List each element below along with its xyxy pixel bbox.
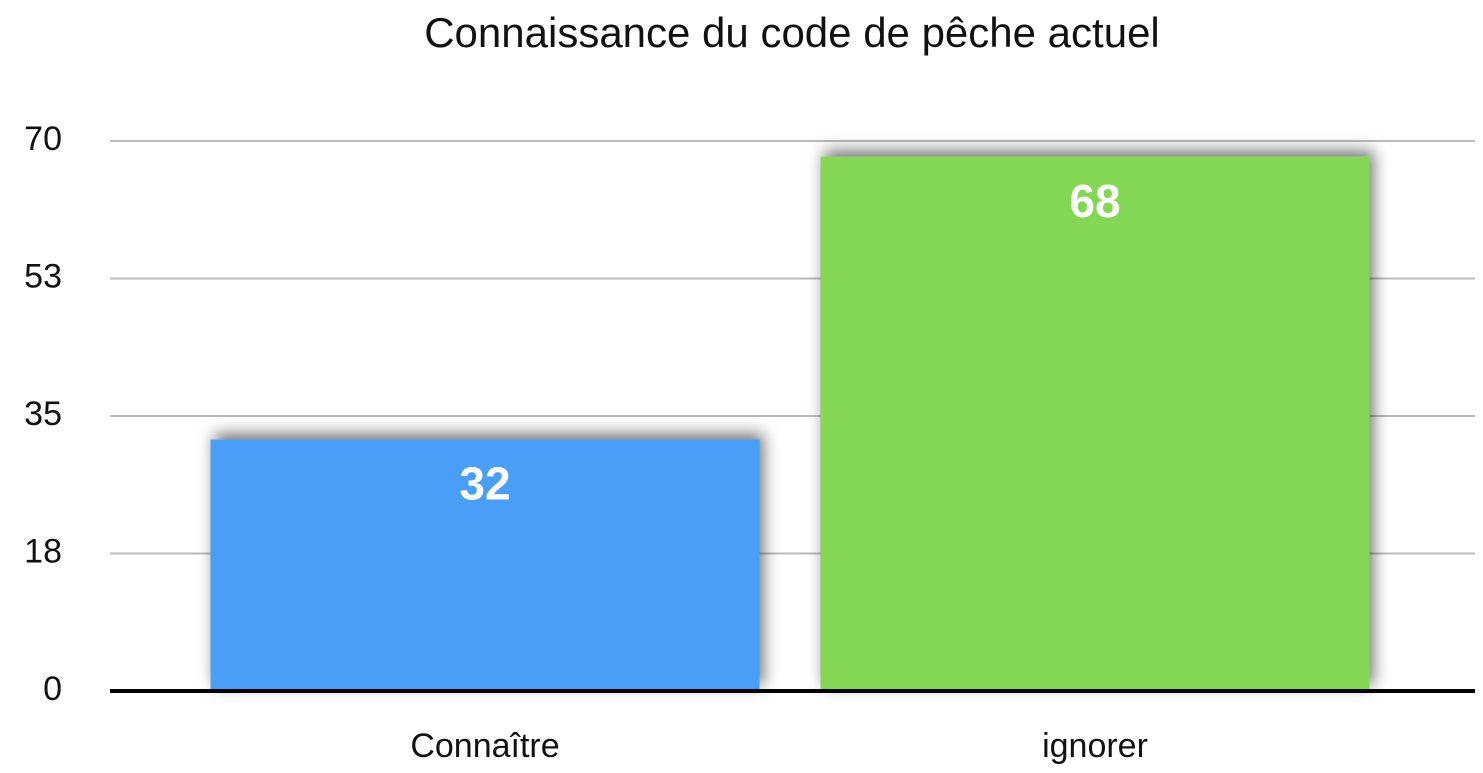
y-tick-label: 70	[24, 120, 62, 158]
x-tick-label: ignorer	[1042, 727, 1148, 765]
y-tick-label: 18	[24, 532, 62, 570]
x-tick-label: Connaître	[410, 727, 559, 765]
value-label: 68	[1069, 175, 1120, 227]
value-label: 32	[459, 458, 510, 510]
y-tick-label: 0	[43, 670, 62, 708]
y-tick-label: 35	[24, 395, 62, 433]
chart-title: Connaissance du code de pêche actuel	[424, 9, 1160, 56]
bar	[210, 439, 760, 691]
y-tick-label: 53	[24, 257, 62, 295]
bar	[820, 156, 1370, 691]
